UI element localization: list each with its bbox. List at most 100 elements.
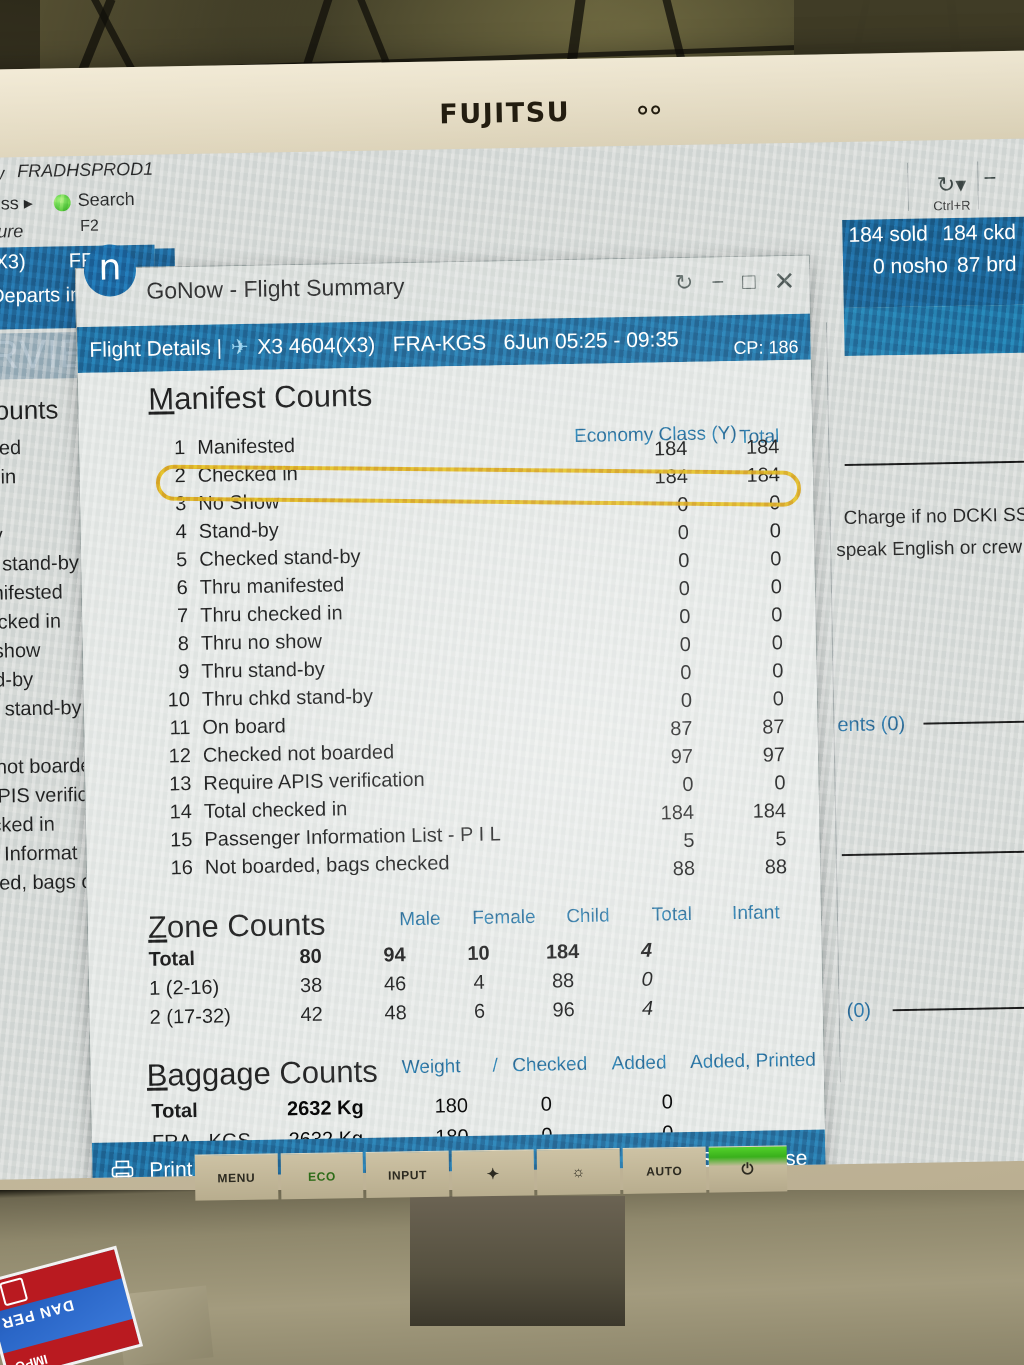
bg-hr <box>892 1006 1024 1012</box>
menu-button[interactable]: MENU <box>194 1153 278 1201</box>
monitor-stand <box>410 1196 625 1326</box>
bg-label-server: FRADHSPROD1 <box>16 158 154 182</box>
manifest-row-economy-value: 0 <box>678 577 691 601</box>
zone-col-child: Child <box>566 905 610 928</box>
bg-refresh-label: Ctrl+R <box>933 197 971 214</box>
menu-button-label: MENU <box>217 1170 256 1185</box>
manifest-row-number: 10 <box>167 689 191 712</box>
brightness-button-label: ☼ <box>571 1163 586 1181</box>
bg-list-item: ed not boarde <box>0 754 92 779</box>
auto-button-label: AUTO <box>646 1163 683 1179</box>
bg-flight-code: 4(X3) <box>0 250 26 274</box>
power-button[interactable]: ⏻ <box>708 1145 788 1193</box>
dg-text-per: PER <box>0 1306 37 1332</box>
zone-cell-infant: 0 <box>641 968 653 991</box>
zone-cell-child: 10 <box>467 942 490 966</box>
manifest-row-economy-value: 0 <box>679 605 691 629</box>
bg-minimize-icon[interactable]: − <box>983 165 997 191</box>
zone-cell-infant: 4 <box>641 997 654 1020</box>
bg-list-item: hkd stand-by <box>0 697 82 721</box>
cp-value: CP: 186 <box>733 336 799 359</box>
flight-number: X3 4604(X3) <box>257 333 376 359</box>
manifest-row-number: 16 <box>170 857 194 880</box>
manifest-row-total-value: 184 <box>745 436 780 459</box>
fujitsu-logo-dot <box>651 105 661 115</box>
zone-counts-table: Male Female Child Total Infant Total 80 94… <box>88 902 823 1037</box>
baggage-cell-weight: 2632 Kg <box>286 1096 364 1121</box>
manifest-title-mnemonic: M <box>148 381 175 417</box>
bg-note-1: Charge if no DCKI SSR <box>843 504 1024 530</box>
monitor: FUJITSU low FRADHSPROD1 ocess ▸ parture … <box>0 50 1024 1250</box>
zone-col-male: Male <box>399 908 441 931</box>
bg-list-item: d-by <box>0 524 3 548</box>
bg-hr <box>923 720 1024 725</box>
printer-icon <box>111 1160 134 1180</box>
power-button-label: ⏻ <box>741 1160 755 1179</box>
dg-warning-icon <box>0 1277 29 1307</box>
manifest-row-economy-value: 88 <box>672 857 696 881</box>
baggage-row-label: Total <box>151 1099 198 1123</box>
bg-stat-brd: 87 brd <box>956 252 1017 277</box>
bg-list-item: ifested <box>0 437 22 461</box>
manifest-row-total-value: 97 <box>762 744 786 767</box>
brightness-button[interactable]: ☼ <box>537 1148 621 1196</box>
manifest-row-economy-value: 87 <box>670 717 693 741</box>
fujitsu-logo-dot <box>638 105 648 115</box>
manifest-row-number: 6 <box>176 577 189 600</box>
zone-cell-male: 38 <box>299 974 323 998</box>
bg-label-search: Search <box>77 188 135 211</box>
baggage-col-added: Added <box>611 1052 667 1075</box>
bg-list-item: tand-by <box>0 668 34 693</box>
window-controls: ↻ − □ ✕ <box>674 265 796 297</box>
manifest-row-number: 2 <box>174 465 186 488</box>
manifest-row-economy-value: 0 <box>679 633 692 657</box>
zone-cell-total: 88 <box>551 970 575 993</box>
minimize-icon[interactable]: − <box>711 269 725 295</box>
manifest-row-label: Manifested <box>197 435 296 459</box>
close-icon[interactable]: ✕ <box>773 265 796 297</box>
manifest-row-number: 13 <box>168 773 192 796</box>
bg-label-f2: F2 <box>80 217 99 235</box>
flight-header-text: Flight Details | ✈ X3 4604(X3) FRA-KGS 6… <box>77 327 679 363</box>
manifest-row-total-value: 0 <box>772 660 784 683</box>
bg-list-item: manifested <box>0 581 63 606</box>
manifest-row-total-value: 87 <box>762 716 785 739</box>
zone-cell-female: 48 <box>384 1002 407 1025</box>
baggage-cell-added: 0 <box>540 1093 553 1116</box>
baggage-cell-added-printed: 0 <box>661 1091 674 1114</box>
zone-cell-total: 96 <box>552 999 575 1022</box>
bg-hr <box>841 850 1024 857</box>
airplane-icon: ✈ <box>230 335 249 359</box>
manifest-row-economy-value: 0 <box>677 493 689 517</box>
monitor-screen: low FRADHSPROD1 ocess ▸ parture Search F… <box>0 138 1024 1180</box>
input-button[interactable]: INPUT <box>365 1150 450 1198</box>
flight-route: FRA-KGS <box>392 331 487 356</box>
bg-list-item: ked stand-by <box>0 552 80 576</box>
eco-button-label: ECO <box>307 1168 336 1184</box>
zone-cell-female: 46 <box>383 973 407 996</box>
maximize-icon[interactable]: □ <box>741 268 756 294</box>
manifest-row-total-value: 0 <box>772 688 785 711</box>
manifest-row-total-value: 0 <box>769 520 782 543</box>
zone-rows: Total 80 94 10 184 4 1 (2-16) 38 46 4 88 0 2 (17-32)… <box>88 937 822 1037</box>
eco-button[interactable]: ECO <box>280 1152 364 1200</box>
auto-button[interactable]: AUTO <box>622 1146 706 1194</box>
manifest-row-number: 9 <box>178 661 190 684</box>
bg-list-item: checked in <box>0 610 62 635</box>
manifest-row-number: 8 <box>177 633 190 656</box>
dialog-body: Manifest Counts Economy Class (Y) Total … <box>77 359 826 1180</box>
manifest-row-economy-value: 184 <box>653 437 688 461</box>
manifest-row-number: 4 <box>175 521 187 544</box>
refresh-icon[interactable]: ↻ <box>674 269 694 296</box>
bg-stat-ckd: 184 ckd <box>942 220 1017 246</box>
manifest-row-economy-value: 0 <box>677 521 690 545</box>
volume-button[interactable]: ✦ <box>451 1149 535 1197</box>
bg-toolbar-divider <box>907 162 910 211</box>
manifest-row-number: 5 <box>175 549 188 572</box>
bg-blue-label-2: (0) <box>846 999 872 1023</box>
input-button-label: INPUT <box>387 1167 428 1183</box>
manifest-row-total-value: 0 <box>769 492 781 515</box>
manifest-rows: 1 Manifested 184 184 2 Checked in 184 184 3 No Sh… <box>79 426 820 887</box>
refresh-icon: ↻▾ <box>936 171 967 198</box>
